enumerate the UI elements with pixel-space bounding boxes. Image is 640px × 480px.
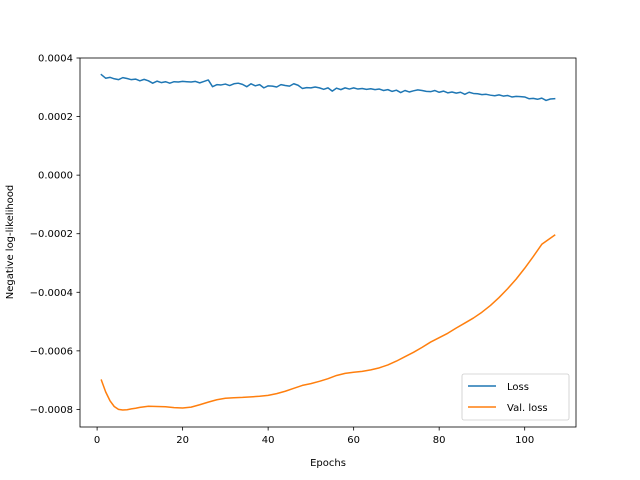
x-tick-label: 20 [176, 435, 189, 446]
x-axis-label: Epochs [310, 458, 346, 469]
x-tick-label: 60 [347, 435, 360, 446]
x-tick-label: 80 [433, 435, 446, 446]
y-tick-label: 0.0000 [38, 171, 73, 182]
y-tick-label: −0.0006 [30, 346, 73, 357]
plot-area [80, 58, 576, 427]
x-tick-label: 100 [515, 435, 534, 446]
legend-label-loss: Loss [507, 382, 529, 393]
series-line-loss [100, 73, 556, 102]
legend-label-val-loss: Val. loss [507, 403, 548, 414]
y-tick-label: 0.0002 [38, 112, 73, 123]
plot-frame [79, 57, 577, 428]
y-tick-label: −0.0004 [30, 288, 73, 299]
series-line-val-loss [100, 234, 556, 411]
x-axis-ticks: 0 20 40 60 80 100 [94, 427, 534, 446]
y-tick-label: −0.0002 [30, 229, 73, 240]
y-tick-label: −0.0008 [30, 405, 73, 416]
x-tick-label: 40 [262, 435, 275, 446]
series-layer [100, 73, 556, 411]
y-axis-ticks: 0.0004 0.0002 0.0000 −0.0002 −0.0004 −0.0006 −… [30, 54, 80, 416]
x-tick-label: 0 [94, 435, 100, 446]
y-axis-label: Negative log-likelihood [5, 185, 16, 300]
legend: Loss Val. loss [461, 373, 570, 421]
y-tick-label: 0.0004 [38, 54, 73, 65]
